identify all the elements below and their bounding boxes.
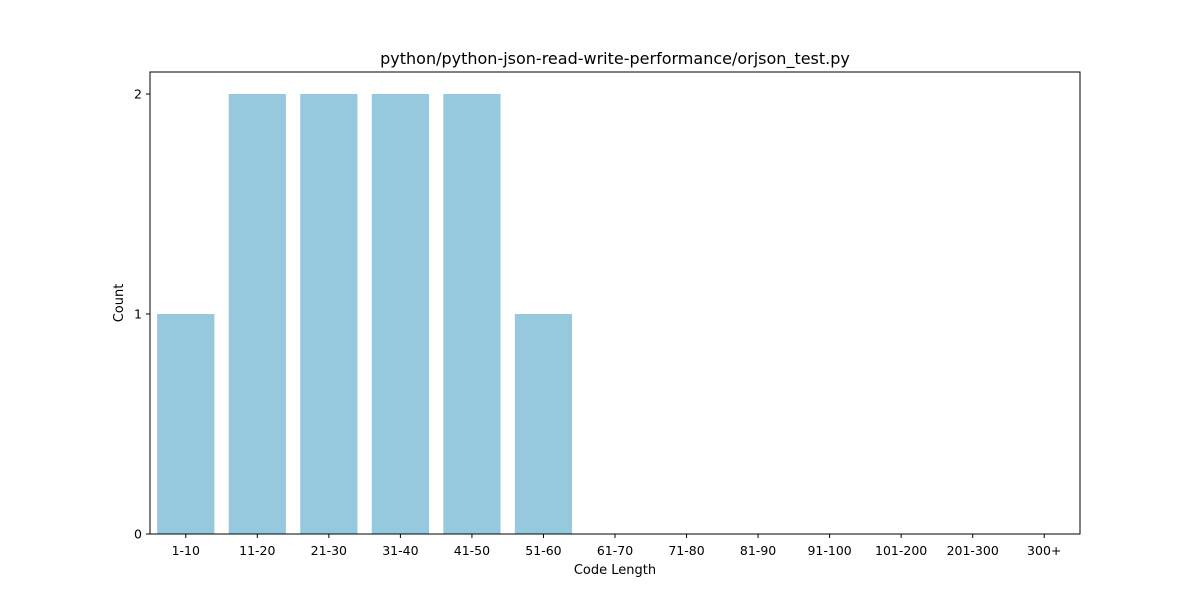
y-axis-ticks: 0 1 2 bbox=[134, 87, 150, 542]
x-tick-label: 21-30 bbox=[311, 543, 347, 558]
chart-title: python/python-json-read-write-performanc… bbox=[380, 49, 850, 69]
bar-31-40 bbox=[371, 94, 429, 534]
x-tick-label: 61-70 bbox=[597, 543, 633, 558]
y-tick-label: 1 bbox=[134, 307, 142, 322]
x-tick-label: 201-300 bbox=[947, 543, 999, 558]
x-tick-label: 11-20 bbox=[239, 543, 275, 558]
bar-41-50 bbox=[443, 94, 501, 534]
y-axis-label: Count bbox=[112, 284, 127, 323]
x-tick-label: 31-40 bbox=[382, 543, 418, 558]
bars-group bbox=[157, 94, 573, 534]
x-axis-ticks: 1-10 11-20 21-30 31-40 41-50 51-60 61-70 71-80 8… bbox=[172, 534, 1061, 558]
plot-area-frame bbox=[149, 71, 1081, 535]
bar-1-10 bbox=[157, 314, 215, 534]
x-tick-label: 71-80 bbox=[668, 543, 704, 558]
x-tick-label: 300+ bbox=[1027, 543, 1061, 558]
x-tick-label: 91-100 bbox=[807, 543, 851, 558]
y-tick-label: 2 bbox=[134, 87, 142, 102]
bar-51-60 bbox=[514, 314, 573, 534]
bar-21-30 bbox=[300, 94, 358, 534]
y-tick-label: 0 bbox=[134, 527, 142, 542]
x-tick-label: 81-90 bbox=[740, 543, 776, 558]
x-tick-label: 41-50 bbox=[454, 543, 490, 558]
x-tick-label: 101-200 bbox=[875, 543, 927, 558]
x-axis-label: Code Length bbox=[574, 563, 656, 578]
x-tick-label: 1-10 bbox=[172, 543, 200, 558]
x-tick-label: 51-60 bbox=[525, 543, 561, 558]
bar-11-20 bbox=[228, 94, 286, 534]
